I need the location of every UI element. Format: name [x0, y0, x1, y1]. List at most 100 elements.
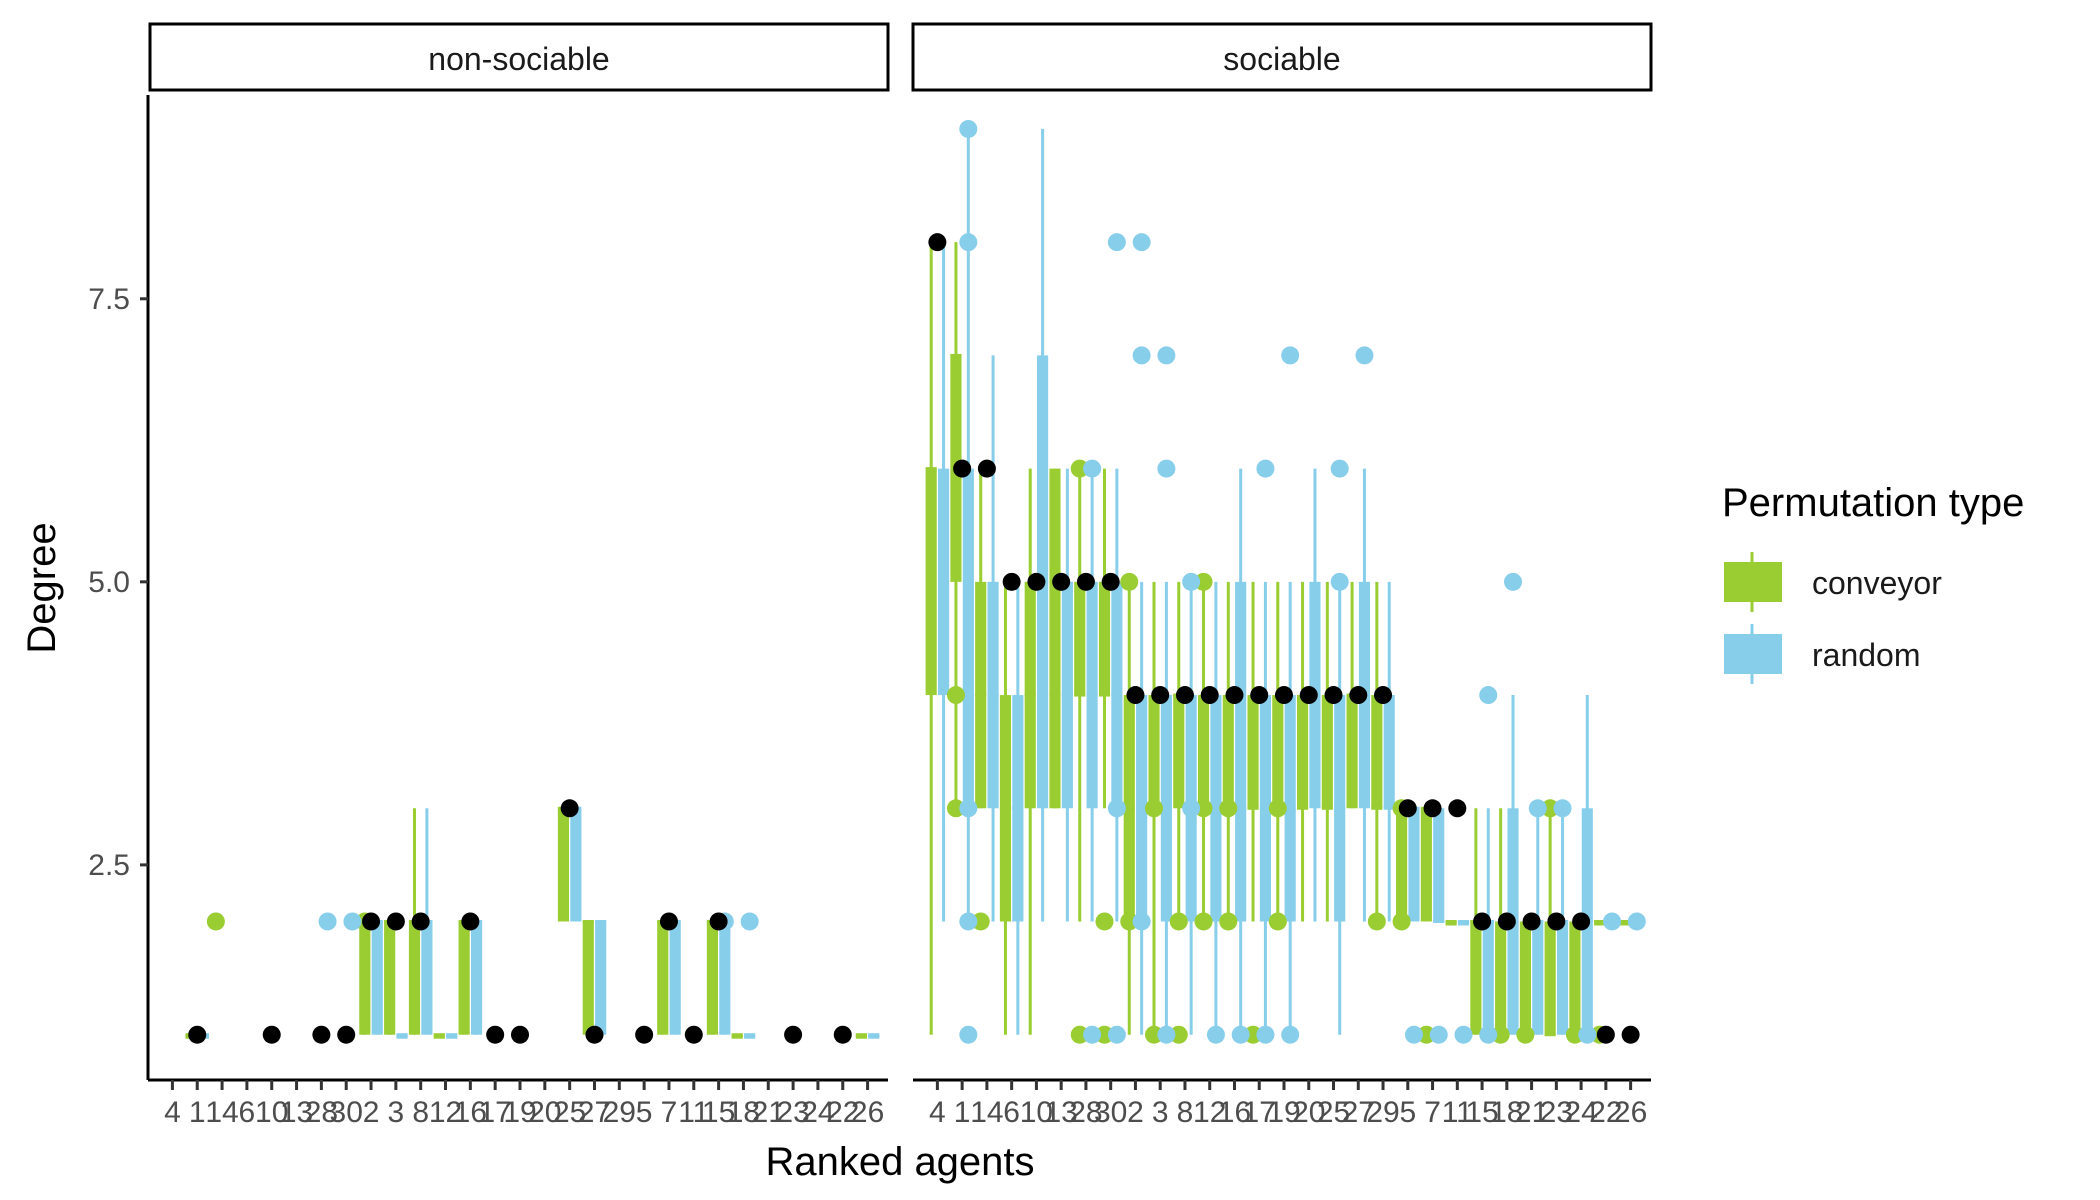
box-body — [1197, 695, 1210, 809]
observed-point-10 — [1027, 572, 1046, 591]
observed-point-16 — [1225, 686, 1244, 705]
box-body — [1074, 581, 1086, 696]
observed-point-16 — [461, 912, 480, 931]
observed-point-3 — [386, 912, 405, 931]
box-random-28 — [1086, 468, 1098, 922]
observed-point-1 — [188, 1025, 207, 1044]
x-tick-label: 7 — [1424, 1096, 1441, 1129]
box-body — [1272, 695, 1284, 809]
outlier-point-random — [1603, 912, 1622, 931]
observed-point-30 — [1101, 572, 1120, 591]
box-conveyor-11 — [1445, 919, 1457, 926]
observed-point-5 — [1398, 799, 1417, 818]
outlier-point-conveyor — [1120, 572, 1139, 591]
box-conveyor-18 — [731, 1033, 743, 1039]
x-tick-label: 20 — [528, 1096, 561, 1129]
outlier-point-random — [1107, 233, 1126, 252]
outlier-point-random — [1182, 572, 1201, 591]
facet-strip-label: sociable — [1223, 41, 1340, 77]
box-random-7 — [669, 919, 681, 1035]
outlier-point-random — [1553, 799, 1572, 818]
observed-point-21 — [1522, 912, 1541, 931]
box-conveyor-30 — [1098, 468, 1111, 809]
box-random-25 — [1334, 581, 1346, 1035]
outlier-point-random — [959, 119, 978, 138]
observed-point-4 — [928, 233, 947, 252]
observed-point-30 — [337, 1025, 356, 1044]
box-random-24 — [1581, 695, 1593, 1035]
box-body — [962, 468, 974, 809]
x-tick-label: 1 — [189, 1096, 206, 1129]
observed-point-25 — [1324, 686, 1343, 705]
box-body — [1396, 808, 1408, 922]
outlier-point-conveyor — [1392, 912, 1411, 931]
outlier-point-random — [1231, 1025, 1250, 1044]
outlier-point-random — [1281, 346, 1300, 365]
legend-item-conveyor: conveyor — [1724, 552, 1942, 612]
box-body — [1519, 921, 1531, 1035]
box-body — [421, 921, 433, 1035]
outlier-point-random — [1330, 572, 1349, 591]
box-body — [396, 1034, 408, 1039]
box-body — [719, 921, 731, 1035]
box-random-10 — [1037, 128, 1049, 922]
outlier-point-random — [1479, 1025, 1498, 1044]
outlier-point-conveyor — [1095, 1025, 1114, 1044]
observed-point-18 — [1497, 912, 1516, 931]
x-tick-label: 13 — [1044, 1096, 1077, 1129]
box-body — [582, 921, 594, 1035]
legend-label: random — [1812, 637, 1921, 673]
outlier-point-random — [1504, 572, 1523, 591]
x-tick-label: 6 — [1003, 1096, 1020, 1129]
outlier-point-random — [740, 912, 759, 931]
outlier-point-random — [1157, 346, 1176, 365]
outlier-point-random — [959, 233, 978, 252]
observed-point-3 — [1151, 686, 1170, 705]
box-body — [855, 1034, 867, 1039]
x-tick-label: 19 — [503, 1096, 536, 1129]
observed-point-14 — [977, 459, 996, 478]
outlier-point-random — [318, 912, 337, 931]
box-conveyor-25 — [557, 806, 570, 922]
box-conveyor-25 — [1321, 581, 1333, 922]
box-body — [744, 1034, 756, 1039]
box-random-16 — [470, 919, 483, 1035]
box-conveyor-16 — [458, 919, 470, 1035]
box-conveyor-17 — [1247, 581, 1259, 922]
box-body — [371, 921, 383, 1035]
box-body — [1544, 921, 1556, 1035]
x-tick-label: 24 — [801, 1096, 834, 1129]
box-conveyor-29 — [1371, 581, 1383, 922]
box-body — [433, 1034, 445, 1039]
outlier-point-random — [959, 912, 978, 931]
observed-point-15 — [709, 912, 728, 931]
box-body — [1235, 581, 1247, 922]
outlier-point-random — [1330, 459, 1349, 478]
outlier-point-conveyor — [1145, 1025, 1164, 1044]
outlier-point-random — [1627, 912, 1646, 931]
box-body — [669, 921, 681, 1035]
observed-point-8 — [411, 912, 430, 931]
outlier-point-conveyor — [946, 799, 965, 818]
observed-point-2 — [1126, 686, 1145, 705]
box-body — [1098, 581, 1111, 696]
box-random-13 — [1061, 468, 1073, 922]
box-body — [925, 468, 937, 696]
x-tick-label: 30 — [1094, 1096, 1127, 1129]
box-random-26 — [868, 1033, 880, 1039]
box-conveyor-5 — [1396, 806, 1408, 922]
box-random-2 — [371, 919, 383, 1035]
observed-point-22 — [833, 1025, 852, 1044]
outlier-point-random — [1182, 799, 1201, 818]
x-tick-label: 4 — [929, 1096, 946, 1129]
observed-point-22 — [1596, 1025, 1615, 1044]
facet-strip-label: non-sociable — [428, 41, 609, 77]
box-conveyor-1 — [950, 242, 962, 809]
outlier-point-random — [1132, 346, 1151, 365]
box-conveyor-20 — [1296, 581, 1309, 922]
box-body — [1457, 921, 1470, 926]
outlier-point-conveyor — [1070, 459, 1089, 478]
